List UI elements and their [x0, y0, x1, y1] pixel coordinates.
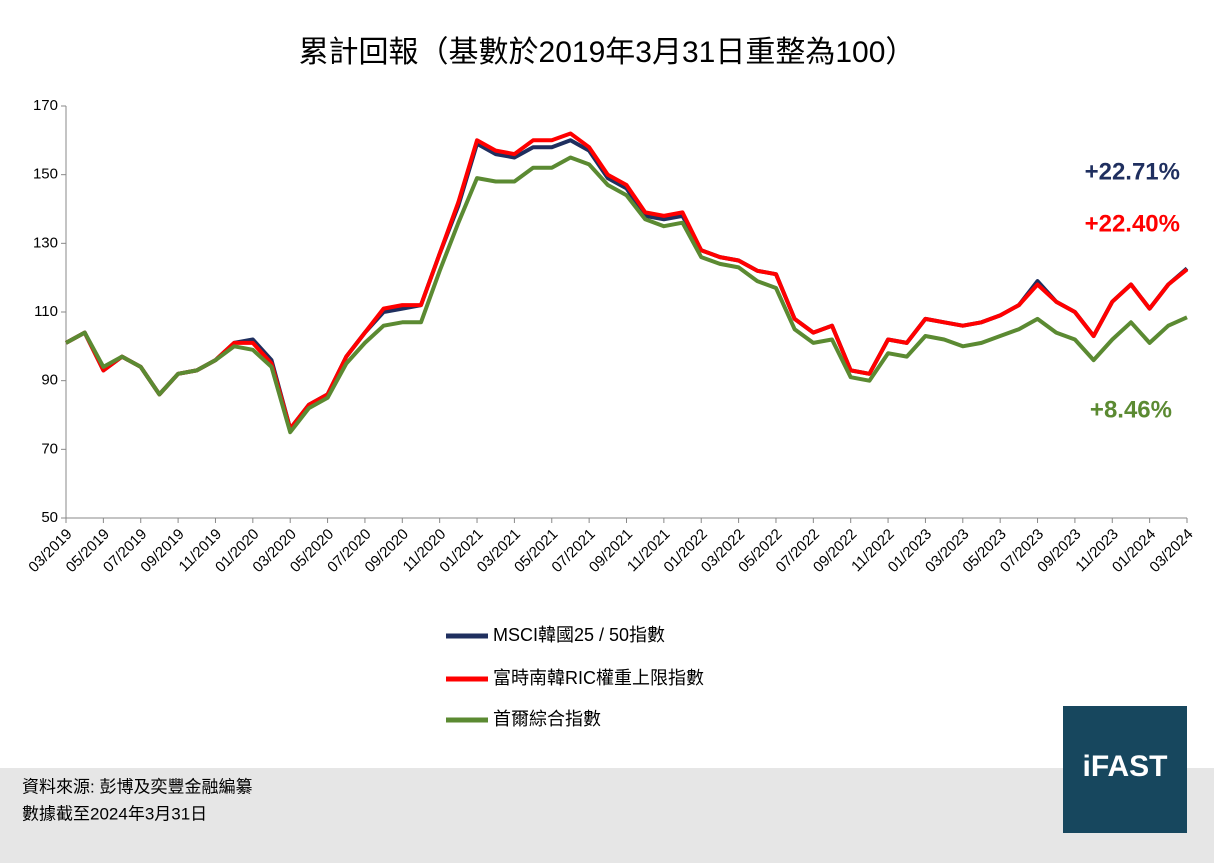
y-tick-label: 130 [33, 234, 58, 251]
y-tick-label: 150 [33, 166, 58, 183]
y-tick-label: 90 [41, 372, 58, 389]
annotation: +22.71% [1085, 158, 1180, 185]
logo-box [1063, 706, 1187, 833]
legend-label: 富時南韓RIC權重上限指數 [493, 668, 704, 688]
y-tick-label: 70 [41, 440, 58, 457]
chart-title: 累計回報（基數於2019年3月31日重整為100） [299, 36, 916, 69]
footer-band [0, 768, 1214, 863]
y-tick-label: 50 [41, 509, 58, 526]
legend-label: MSCI韓國25 / 50指數 [493, 625, 665, 645]
y-tick-label: 110 [34, 303, 58, 320]
annotation: +22.40% [1085, 210, 1180, 237]
source: 資料來源: 彭博及奕豐金融編纂 [22, 776, 252, 796]
legend-label: 首爾綜合指數 [493, 709, 601, 729]
annotation: +8.46% [1090, 396, 1172, 423]
series-line [65, 131, 1189, 431]
note: 數據截至2024年3月31日 [22, 804, 207, 823]
y-tick-label: 170 [33, 97, 58, 114]
logo: iFAST [1082, 750, 1167, 783]
series-line [65, 155, 1188, 435]
